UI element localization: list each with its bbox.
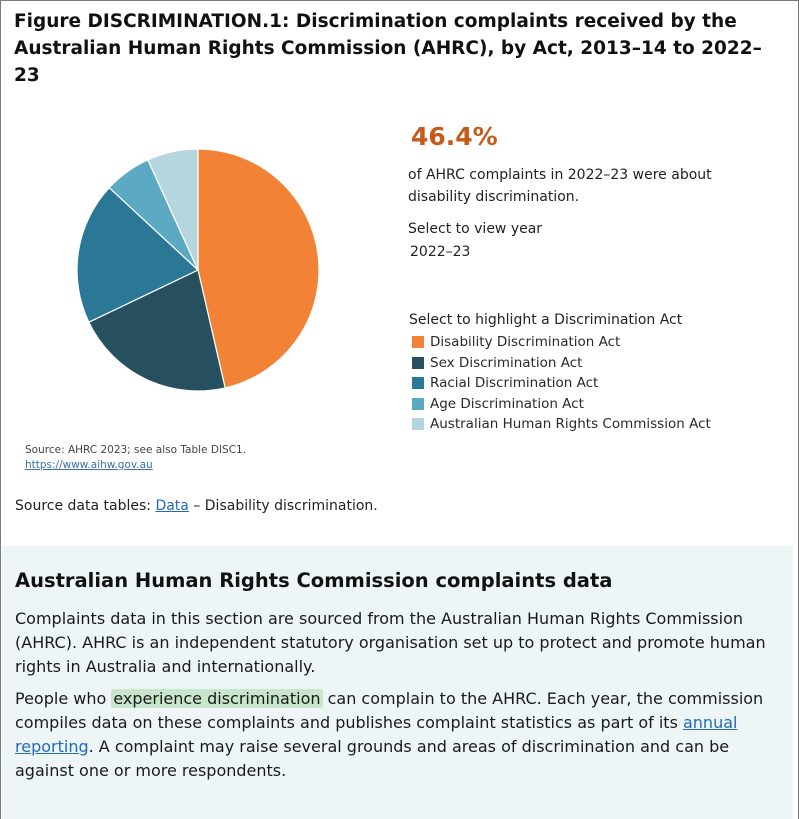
legend-label: Sex Discrimination Act [430,354,583,371]
panel-title: Australian Human Rights Commission compl… [15,569,613,592]
info-panel: Australian Human Rights Commission compl… [2,546,793,819]
source-data-tables: Source data tables: Data – Disability di… [15,498,378,514]
year-selector-label: Select to view year [408,221,543,237]
source-tables-suffix: – Disability discrimination. [188,498,378,514]
panel-paragraph-2: People who experience discrimination can… [15,687,780,783]
legend-item-age-discrimination-act[interactable]: Age Discrimination Act [412,394,711,415]
legend-label: Racial Discrimination Act [430,375,599,392]
figure-title: Figure DISCRIMINATION.1: Discrimination … [14,11,762,86]
legend-item-disability-discrimination-act[interactable]: Disability Discrimination Act [412,332,711,353]
legend-item-racial-discrimination-act[interactable]: Racial Discrimination Act [412,373,711,394]
legend-label: Age Discrimination Act [430,395,584,412]
panel-p2-text-b: can complain to the AHRC. Each year, the… [15,689,764,732]
panel-paragraph-1: Complaints data in this section are sour… [15,609,766,676]
legend-swatch [412,418,424,431]
legend-swatch [412,397,424,410]
annual-reporting-link[interactable]: annual reporting [15,713,738,756]
source-link[interactable]: https://www.aihw.gov.au [25,459,153,471]
legend-item-australian-human-rights-commission-act[interactable]: Australian Human Rights Commission Act [412,414,711,435]
pie-slice-disability-discrimination-act[interactable] [197,148,320,389]
source-tables-prefix: Source data tables: [15,498,156,514]
legend-swatch [412,356,424,369]
panel-p2-text-a: People who [15,689,112,708]
legend-swatch [412,336,424,349]
pie-slice-australian-human-rights-commission-act[interactable] [147,148,199,271]
headline-stat-description: of AHRC complaints in 2022–23 were about… [408,167,712,205]
legend-item-sex-discrimination-act[interactable]: Sex Discrimination Act [412,353,711,374]
headline-stat: 46.4% [411,122,498,151]
legend-label: Disability Discrimination Act [430,334,621,351]
source-note: Source: AHRC 2023; see also Table DISC1. [25,444,247,456]
year-selector[interactable]: 2022–23 [410,244,471,260]
pie-chart[interactable] [70,142,326,398]
data-link[interactable]: Data [155,498,189,514]
pie-slice-sex-discrimination-act[interactable] [88,269,226,392]
pie-slice-racial-discrimination-act[interactable] [76,186,200,324]
legend-swatch [412,377,424,390]
legend-label: Australian Human Rights Commission Act [430,416,711,433]
experience-discrimination-highlight[interactable]: experience discrimination [111,689,323,708]
act-selector-label: Select to highlight a Discrimination Act [409,312,683,328]
legend: Disability Discrimination Act Sex Discrim… [412,332,711,435]
panel-p2-text-c: . A complaint may raise several grounds … [15,737,730,780]
